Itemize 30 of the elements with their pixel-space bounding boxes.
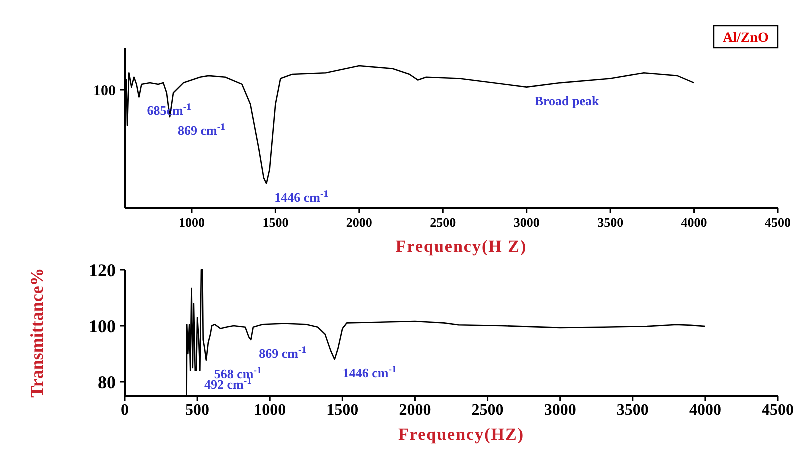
- y-tick-label: 120: [89, 260, 116, 280]
- x-axis-title: Frequency(H Z): [396, 237, 528, 256]
- x-axis-title: Frequency(HZ): [398, 425, 525, 444]
- x-tick-label: 3000: [514, 215, 540, 230]
- x-tick-label: 4000: [681, 215, 708, 230]
- x-tick-label: 2500: [430, 215, 456, 230]
- x-tick-label: 3500: [598, 215, 624, 230]
- x-tick-label: 1000: [178, 215, 205, 230]
- chart-title: Al/ZnO: [723, 31, 770, 46]
- x-tick-label: 4000: [689, 402, 722, 419]
- y-axis-title: Transmittance%: [27, 268, 47, 398]
- x-tick-label: 2000: [399, 402, 432, 419]
- y-tick-label: 80: [98, 372, 116, 392]
- x-tick-label: 3500: [616, 402, 649, 419]
- x-tick-label: 1000: [254, 402, 286, 419]
- x-tick-label: 1500: [262, 215, 289, 230]
- x-tick-label: 1500: [326, 402, 359, 419]
- x-tick-label: 0: [121, 402, 129, 419]
- x-tick-label: 3000: [544, 402, 576, 419]
- annotation: 869 cm$^{-1}$: [178, 122, 226, 138]
- x-tick-label: 2500: [472, 402, 504, 419]
- y-tick-label: 100: [89, 316, 116, 336]
- annotation: 869 cm$^{-1}$: [259, 344, 307, 361]
- annotation: 1446 cm$^{-1}$: [342, 364, 397, 381]
- x-tick-label: 4500: [765, 215, 791, 230]
- x-tick-label: 4500: [762, 402, 794, 419]
- x-tick-label: 500: [186, 402, 210, 419]
- annotation: 1446 cm$^{-1}$: [274, 188, 329, 205]
- annotation: Broad peak: [534, 93, 600, 108]
- x-tick-label: 2000: [346, 215, 372, 230]
